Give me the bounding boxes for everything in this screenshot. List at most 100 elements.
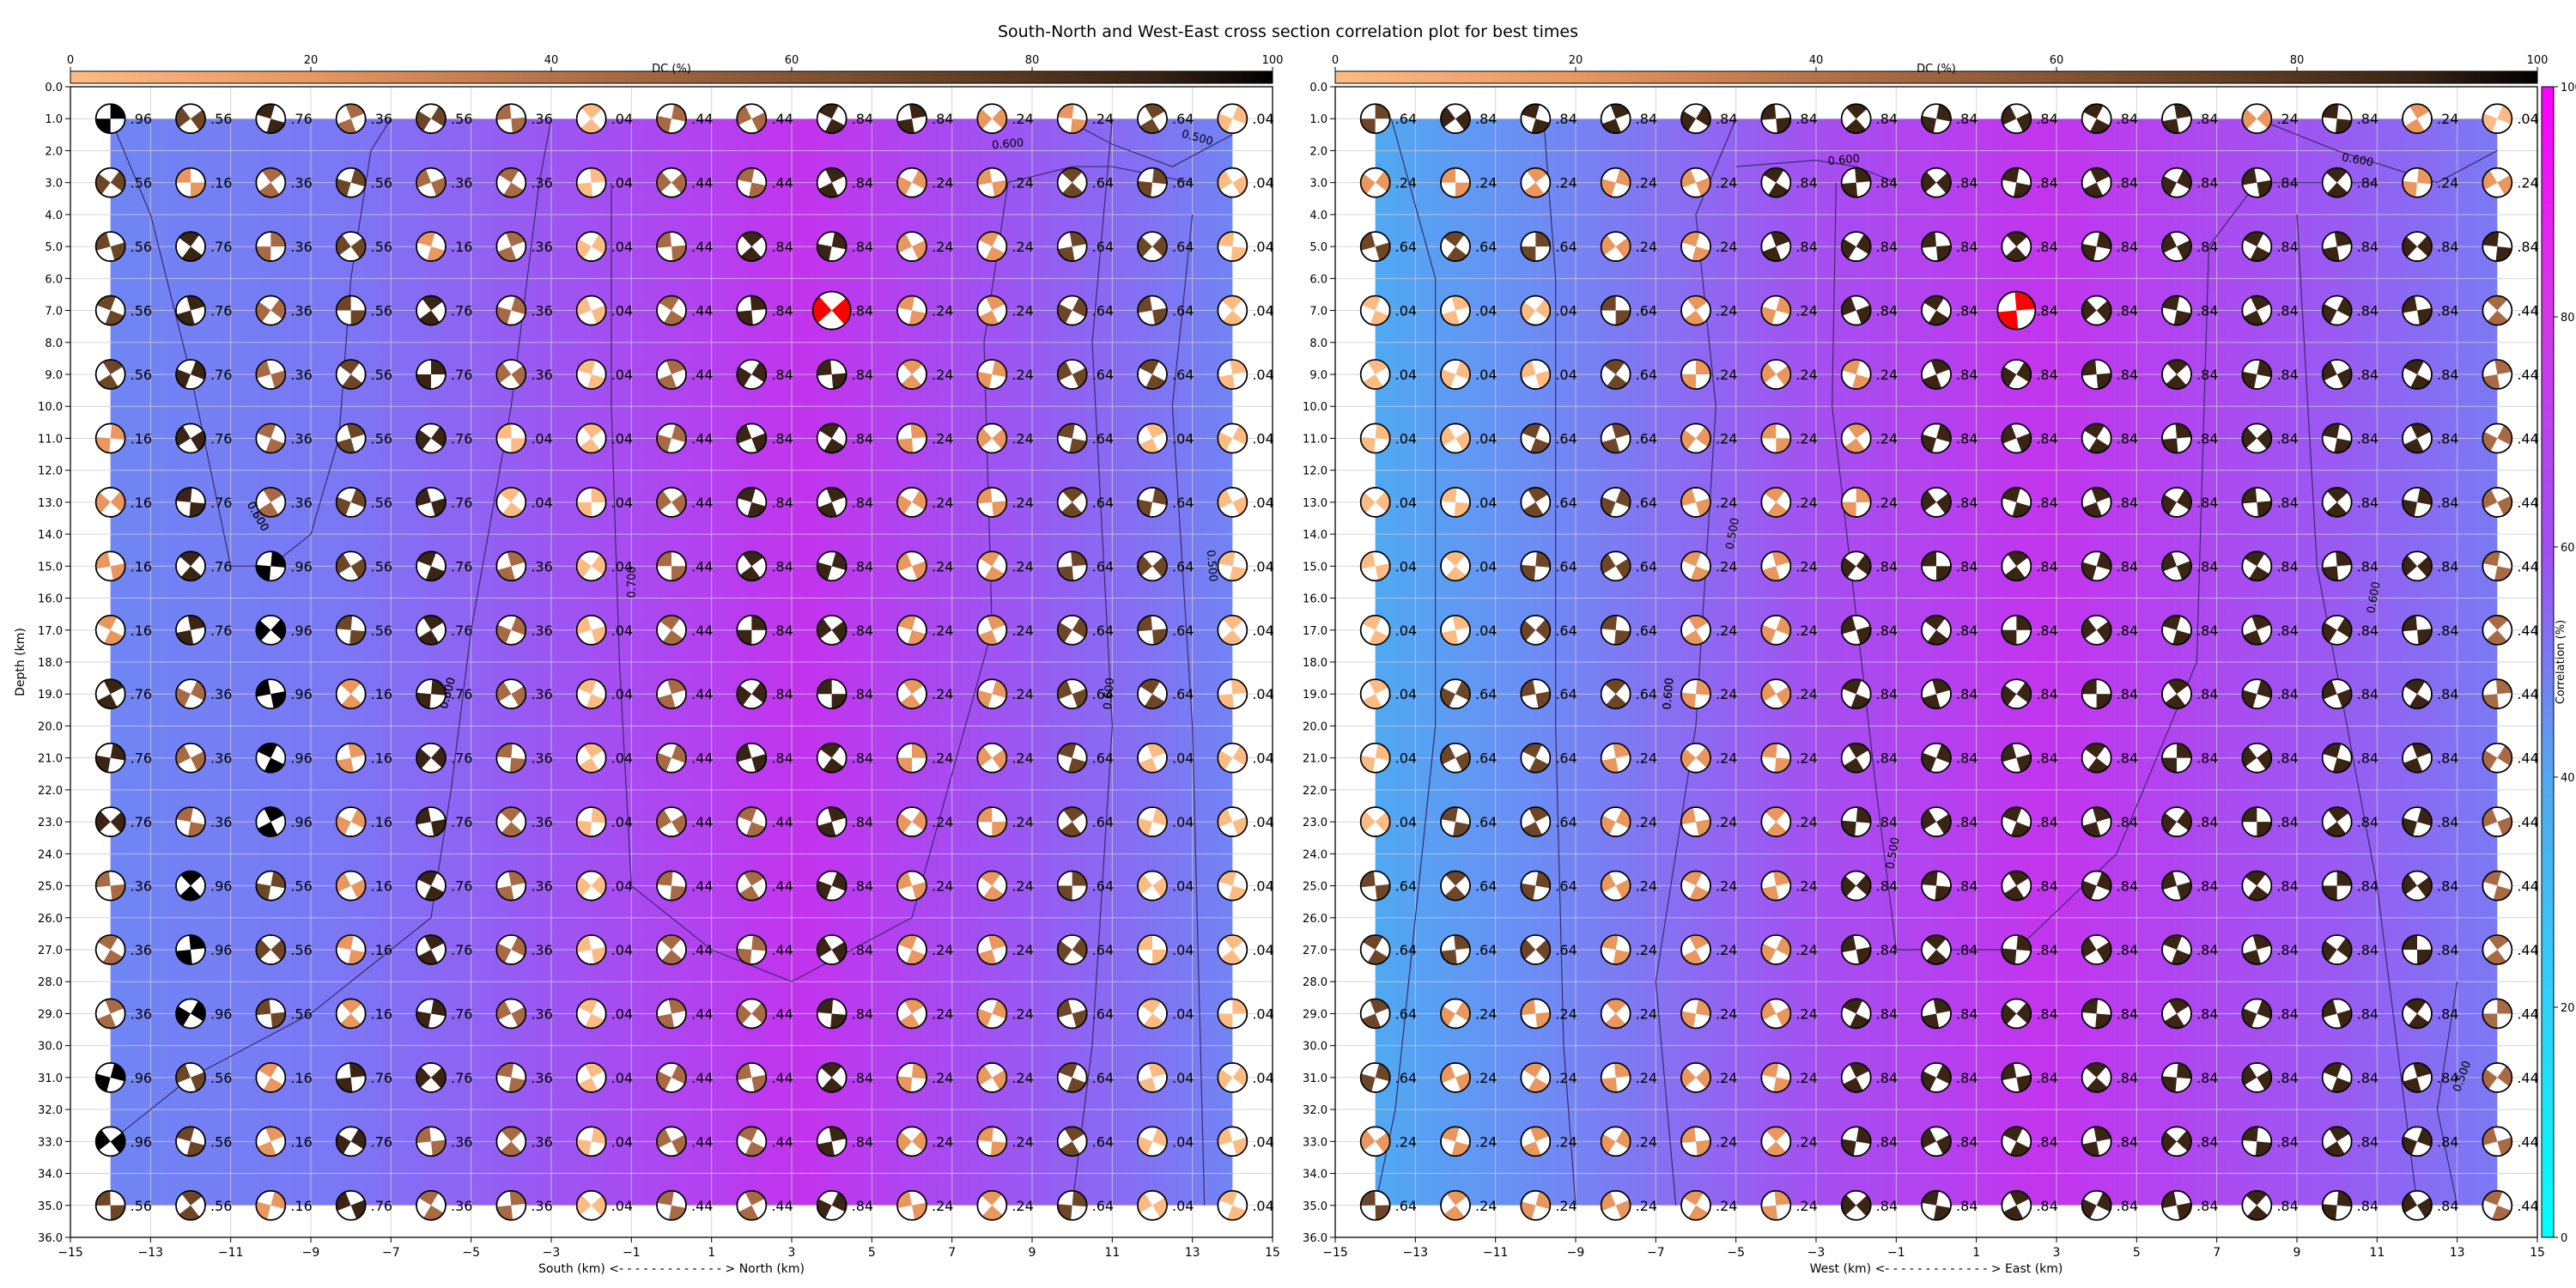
y-tick-label: 36.0 bbox=[38, 1232, 63, 1245]
beachball-label: .24 bbox=[1012, 1198, 1033, 1214]
beachball-label: .24 bbox=[1012, 686, 1033, 702]
beachball bbox=[94, 678, 126, 710]
beachball-label: .84 bbox=[2036, 1133, 2057, 1150]
beachball-label: .84 bbox=[2196, 686, 2218, 702]
x-axis-label: South (km) <- - - - - - - - - - - - - > … bbox=[538, 1262, 805, 1276]
beachball-label: .84 bbox=[2036, 1005, 2057, 1022]
beachball-label: .84 bbox=[2117, 303, 2138, 319]
beachball-label: .84 bbox=[1876, 1133, 1898, 1150]
x-axis-label: West (km) <- - - - - - - - - - - - - > E… bbox=[1810, 1262, 2063, 1276]
beachball bbox=[255, 359, 287, 390]
beachball bbox=[2482, 998, 2513, 1030]
beachball-label: .24 bbox=[932, 1133, 953, 1150]
beachball-label: .56 bbox=[451, 111, 472, 127]
beachball-label: .64 bbox=[1555, 878, 1577, 895]
beachball bbox=[1760, 742, 1792, 774]
beachball bbox=[2402, 1062, 2433, 1093]
beachball bbox=[2402, 742, 2433, 774]
beachball bbox=[2001, 550, 2032, 582]
y-tick-label: 29.0 bbox=[1303, 1008, 1327, 1021]
beachball-label: .84 bbox=[1956, 1133, 1978, 1150]
beachball bbox=[1600, 934, 1631, 965]
y-tick-label: 1.0 bbox=[1309, 113, 1327, 126]
beachball bbox=[1680, 1126, 1711, 1157]
beachball-label: .36 bbox=[531, 1198, 552, 1214]
beachball bbox=[896, 359, 927, 390]
contour-line bbox=[1735, 160, 1897, 184]
beachball bbox=[495, 870, 527, 902]
beachball bbox=[1056, 806, 1088, 837]
beachball bbox=[1359, 359, 1391, 390]
beachball-label: .56 bbox=[131, 239, 152, 255]
beachball-label: .44 bbox=[2517, 878, 2538, 895]
beachball-label: .84 bbox=[2437, 750, 2458, 767]
beachball bbox=[2321, 295, 2353, 326]
beachball bbox=[1359, 742, 1391, 774]
beachball bbox=[255, 231, 287, 262]
x-tick-label: 15 bbox=[2530, 1246, 2545, 1260]
beachball bbox=[1600, 295, 1631, 326]
x-tick-label: −3 bbox=[1807, 1246, 1826, 1260]
beachball-label: .56 bbox=[371, 623, 392, 639]
beachball bbox=[896, 1062, 927, 1093]
beachball-label: .24 bbox=[1716, 430, 1737, 447]
beachball-label: .56 bbox=[290, 878, 312, 895]
contour-line bbox=[1832, 182, 2378, 951]
beachball bbox=[656, 103, 687, 135]
beachball-label: .64 bbox=[1475, 878, 1497, 895]
beachball-label: .36 bbox=[531, 942, 552, 958]
beachball bbox=[94, 870, 126, 902]
beachball-label: .24 bbox=[1012, 878, 1033, 895]
beachball bbox=[1520, 487, 1552, 518]
beachball-label: .24 bbox=[1795, 750, 1817, 767]
contour-label: 0.600 bbox=[2365, 580, 2383, 614]
beachball-label: .84 bbox=[2036, 686, 2057, 702]
beachball bbox=[976, 295, 1008, 326]
beachball bbox=[1840, 167, 1872, 198]
beachball-label: .04 bbox=[1172, 1070, 1194, 1086]
beachball-label: .44 bbox=[691, 623, 713, 639]
beachball-label: .84 bbox=[1956, 878, 1978, 895]
beachball-label: .76 bbox=[371, 1133, 392, 1150]
beachball-label: .24 bbox=[1012, 175, 1033, 191]
beachball bbox=[1760, 1189, 1792, 1221]
beachball-label: .84 bbox=[2276, 367, 2298, 383]
beachball-label: .44 bbox=[771, 1133, 793, 1150]
beachball-label: .44 bbox=[2517, 1005, 2538, 1022]
beachball bbox=[416, 550, 447, 582]
beachball-label: .04 bbox=[611, 175, 633, 191]
beachball bbox=[2321, 550, 2353, 582]
beachball-label: .84 bbox=[1636, 111, 1657, 127]
beachball-label: .84 bbox=[1956, 623, 1978, 639]
beachball bbox=[1217, 934, 1249, 965]
beachball bbox=[736, 1126, 768, 1157]
beachball-label: .24 bbox=[1012, 303, 1033, 319]
beachball-label: .64 bbox=[1636, 303, 1657, 319]
beachball bbox=[1921, 998, 1952, 1030]
beachball-label: .84 bbox=[1956, 1198, 1978, 1214]
beachball-label: .36 bbox=[451, 1133, 472, 1150]
beachball-label: .84 bbox=[1956, 303, 1978, 319]
beachball bbox=[255, 167, 287, 198]
beachball bbox=[1137, 487, 1168, 518]
beachball-label: .04 bbox=[611, 686, 633, 702]
beachball bbox=[175, 742, 206, 774]
beachball-label: .04 bbox=[611, 1070, 633, 1086]
beachball-label: .84 bbox=[1876, 878, 1898, 895]
beachball bbox=[1680, 1062, 1711, 1093]
y-tick-label: 17.0 bbox=[38, 625, 63, 638]
beachball-label: .84 bbox=[2196, 303, 2218, 319]
beachball bbox=[1840, 487, 1872, 518]
beachball bbox=[2081, 167, 2112, 198]
beachball bbox=[575, 1189, 607, 1221]
beachball bbox=[896, 742, 927, 774]
beachball bbox=[1840, 614, 1872, 646]
beachball bbox=[495, 806, 527, 837]
beachball bbox=[416, 742, 447, 774]
beachball bbox=[175, 614, 206, 646]
beachball-label: .84 bbox=[2357, 303, 2379, 319]
beachball bbox=[976, 742, 1008, 774]
beachball bbox=[335, 487, 367, 518]
beachball-label: .84 bbox=[2196, 1005, 2218, 1022]
beachball bbox=[255, 550, 287, 582]
